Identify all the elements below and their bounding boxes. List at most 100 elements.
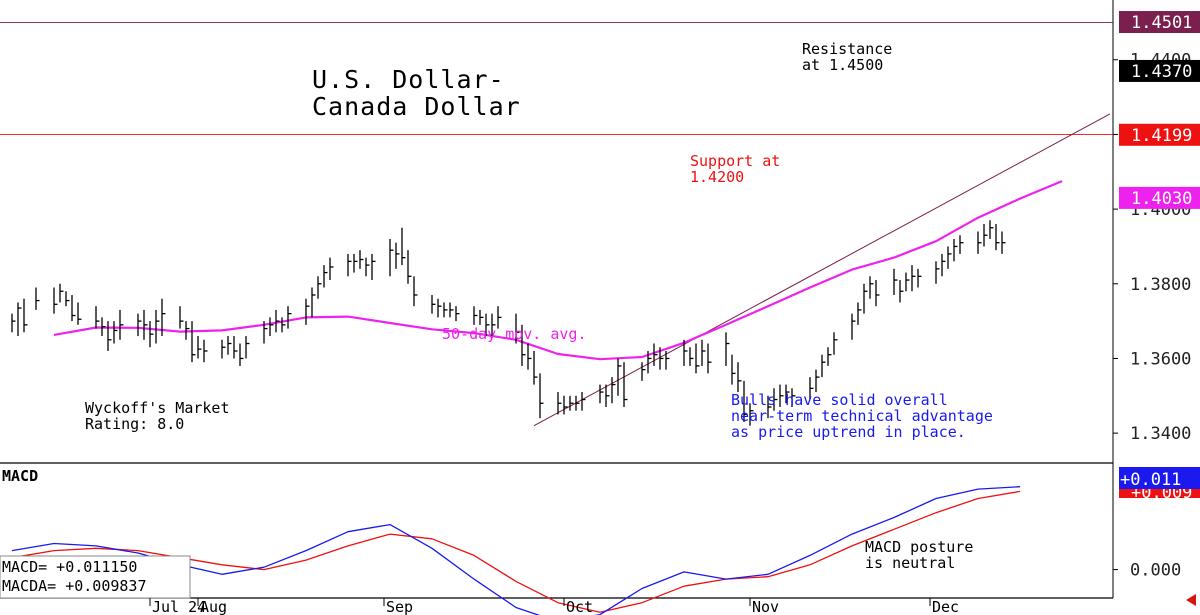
price-bar: [647, 350, 652, 374]
price-bar: [371, 253, 376, 281]
price-box-label: 1.4030: [1131, 189, 1192, 209]
price-bar: [479, 309, 484, 325]
price-bar: [287, 306, 292, 329]
price-bar: [725, 332, 730, 366]
trend-line: [533, 113, 1111, 427]
price-bar: [683, 339, 688, 366]
price-bar: [185, 321, 190, 340]
price-bar: [557, 392, 562, 415]
price-bar: [281, 317, 286, 333]
price-bar: [869, 276, 874, 299]
price-bar: [431, 294, 436, 314]
price-bar: [485, 313, 490, 337]
price-bar: [833, 332, 838, 355]
price-bar: [437, 298, 442, 318]
price-bar: [533, 350, 538, 385]
price-bar: [737, 362, 742, 393]
price-bar: [323, 265, 328, 288]
price-bar: [395, 242, 400, 269]
price-bar: [905, 272, 910, 292]
macd-readout-line: MACDA= +0.009837: [2, 577, 147, 595]
price-bar: [137, 313, 142, 337]
macd-posture-annotation: is neutral: [865, 554, 955, 572]
price-bar: [749, 403, 754, 426]
price-bar: [773, 388, 778, 411]
price-bar: [269, 317, 274, 337]
support-annotation: 1.4200: [690, 168, 744, 186]
price-bar: [449, 302, 454, 318]
price-bar: [653, 343, 658, 366]
price-bar: [857, 302, 862, 325]
x-tick-label: Nov: [752, 598, 779, 615]
price-box-label: 1.4199: [1131, 126, 1192, 146]
price-bar: [743, 380, 748, 422]
price-box: [1119, 123, 1200, 146]
price-bar: [899, 280, 904, 303]
price-bar: [65, 291, 70, 307]
chart-title-line: Canada Dollar: [312, 92, 521, 121]
price-bar: [197, 336, 202, 359]
price-bar: [953, 238, 958, 262]
price-bar: [401, 227, 406, 266]
price-bar: [851, 313, 856, 340]
price-bar: [155, 309, 160, 344]
x-tick-label: Sep: [386, 598, 413, 615]
price-bar: [983, 224, 988, 247]
price-bar: [563, 395, 568, 415]
price-bar: [827, 347, 832, 366]
x-tick-label: Jul 24: [152, 598, 206, 615]
price-bar: [959, 235, 964, 254]
price-bar: [263, 321, 268, 344]
price-bar: [569, 395, 574, 411]
price-box-label: 1.4501: [1131, 13, 1192, 33]
x-tick-label: Oct: [566, 598, 593, 615]
price-bar: [53, 287, 58, 314]
price-bar: [695, 343, 700, 374]
price-box: [1119, 59, 1200, 82]
price-bar: [179, 306, 184, 329]
price-bar: [875, 280, 880, 307]
price-bar: [119, 309, 124, 340]
price-bar: [581, 392, 586, 411]
chart-title-line: U.S. Dollar-: [312, 65, 505, 94]
price-bar: [689, 347, 694, 366]
price-bar: [113, 321, 118, 344]
price-bar: [77, 302, 82, 325]
price-bar: [491, 313, 496, 337]
support-annotation: Support at: [690, 152, 780, 170]
price-bar: [659, 347, 664, 370]
price-bar: [17, 302, 22, 337]
price-bar: [515, 313, 520, 344]
price-box: [1119, 11, 1200, 34]
price-bar: [815, 369, 820, 393]
price-bar: [599, 384, 604, 404]
price-bar: [785, 384, 790, 404]
price-bar: [935, 261, 940, 284]
price-bar: [203, 339, 208, 363]
price-bar: [353, 253, 358, 273]
macd-posture-annotation: MACD posture: [865, 538, 973, 556]
rating-annotation: Wyckoff's Market: [85, 399, 230, 417]
price-bar: [779, 384, 784, 407]
price-bar: [911, 265, 916, 292]
price-bar: [239, 343, 244, 366]
price-bar: [527, 343, 532, 370]
price-bar: [539, 373, 544, 419]
price-bar: [641, 362, 646, 381]
rating-annotation: Rating: 8.0: [85, 415, 184, 433]
price-bar: [359, 250, 364, 269]
bulls-annotation: Bulls have solid overall: [731, 391, 948, 409]
price-bar: [809, 377, 814, 400]
price-bar: [35, 287, 40, 310]
price-bar: [317, 276, 322, 299]
price-box-label: 1.4370: [1131, 62, 1192, 82]
price-bar: [605, 384, 610, 407]
price-bar: [71, 294, 76, 322]
macd-y-tick-label: 0.000: [1130, 561, 1181, 581]
price-bar: [731, 354, 736, 385]
price-bar: [821, 354, 826, 378]
price-bar: [521, 324, 526, 366]
price-bar: [995, 224, 1000, 251]
price-bar: [305, 298, 310, 325]
